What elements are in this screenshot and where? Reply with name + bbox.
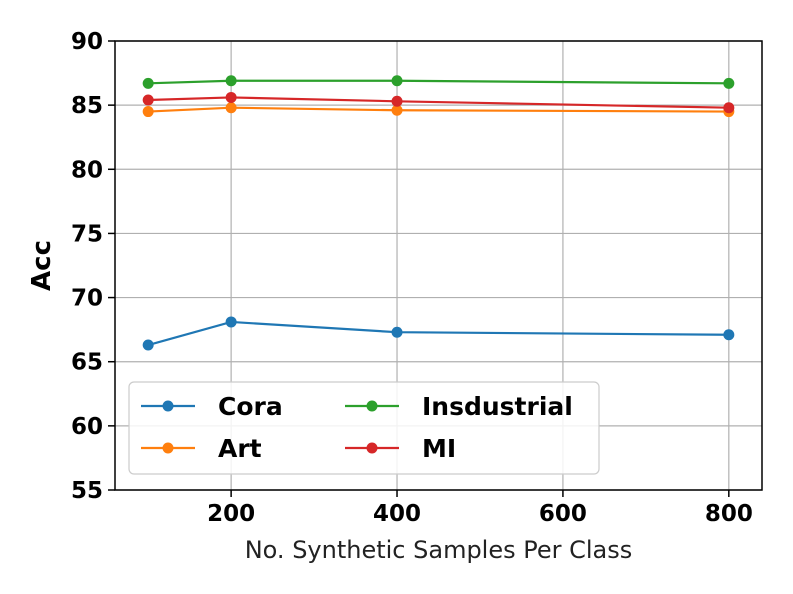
data-point — [225, 91, 237, 103]
legend-swatch-marker — [366, 442, 378, 454]
data-point — [723, 329, 735, 341]
data-point — [391, 95, 403, 107]
legend-label: Insdustrial — [422, 392, 573, 421]
legend-swatch-marker — [162, 400, 174, 412]
series-layer — [142, 75, 735, 351]
x-tick-label: 800 — [705, 501, 753, 527]
y-tick-label: 90 — [71, 29, 103, 55]
data-point — [723, 102, 735, 114]
legend-item-cora: Cora — [141, 392, 283, 421]
series-insdustrial — [142, 75, 735, 89]
series-mi — [142, 91, 735, 114]
data-point — [142, 106, 154, 118]
data-point — [142, 339, 154, 351]
legend: Cora Art Insdustrial MI — [128, 381, 600, 475]
data-point — [391, 326, 403, 338]
legend-item-insdustrial: Insdustrial — [345, 392, 573, 421]
data-point — [391, 104, 403, 116]
x-axis-label: No. Synthetic Samples Per Class — [245, 536, 633, 564]
series-line — [147, 320, 729, 347]
series-line — [148, 79, 729, 85]
legend-label: Cora — [218, 392, 283, 421]
y-tick-label: 55 — [71, 478, 103, 504]
y-tick-label: 80 — [71, 157, 103, 183]
data-point — [142, 77, 154, 89]
y-tick-label: 75 — [71, 221, 103, 247]
legend-swatch-marker — [162, 442, 174, 454]
y-axis-label: Acc — [27, 240, 57, 291]
plot-frame — [114, 40, 763, 491]
data-point — [225, 75, 237, 87]
y-axis-ticks: 55 60 65 70 75 80 85 90 — [71, 29, 115, 504]
legend-label: MI — [422, 434, 456, 463]
data-point — [225, 316, 237, 328]
y-tick-label: 60 — [71, 414, 103, 440]
y-tick-label: 65 — [71, 350, 103, 376]
data-point — [723, 77, 735, 89]
data-point — [142, 94, 154, 106]
data-point — [391, 75, 403, 87]
legend-label: Art — [218, 434, 262, 463]
x-axis-ticks: 200 400 600 800 — [207, 490, 753, 527]
y-tick-label: 70 — [71, 286, 103, 312]
x-tick-label: 200 — [207, 501, 255, 527]
series-line — [148, 96, 729, 109]
legend-swatch-marker — [366, 400, 378, 412]
legend-box — [128, 381, 600, 475]
x-tick-label: 400 — [373, 501, 421, 527]
data-point — [225, 102, 237, 114]
legend-item-mi: MI — [345, 434, 456, 463]
series-cora — [142, 316, 735, 351]
x-tick-label: 600 — [539, 501, 587, 527]
series-line — [148, 106, 729, 113]
legend-item-art: Art — [141, 434, 262, 463]
y-tick-label: 85 — [71, 93, 103, 119]
